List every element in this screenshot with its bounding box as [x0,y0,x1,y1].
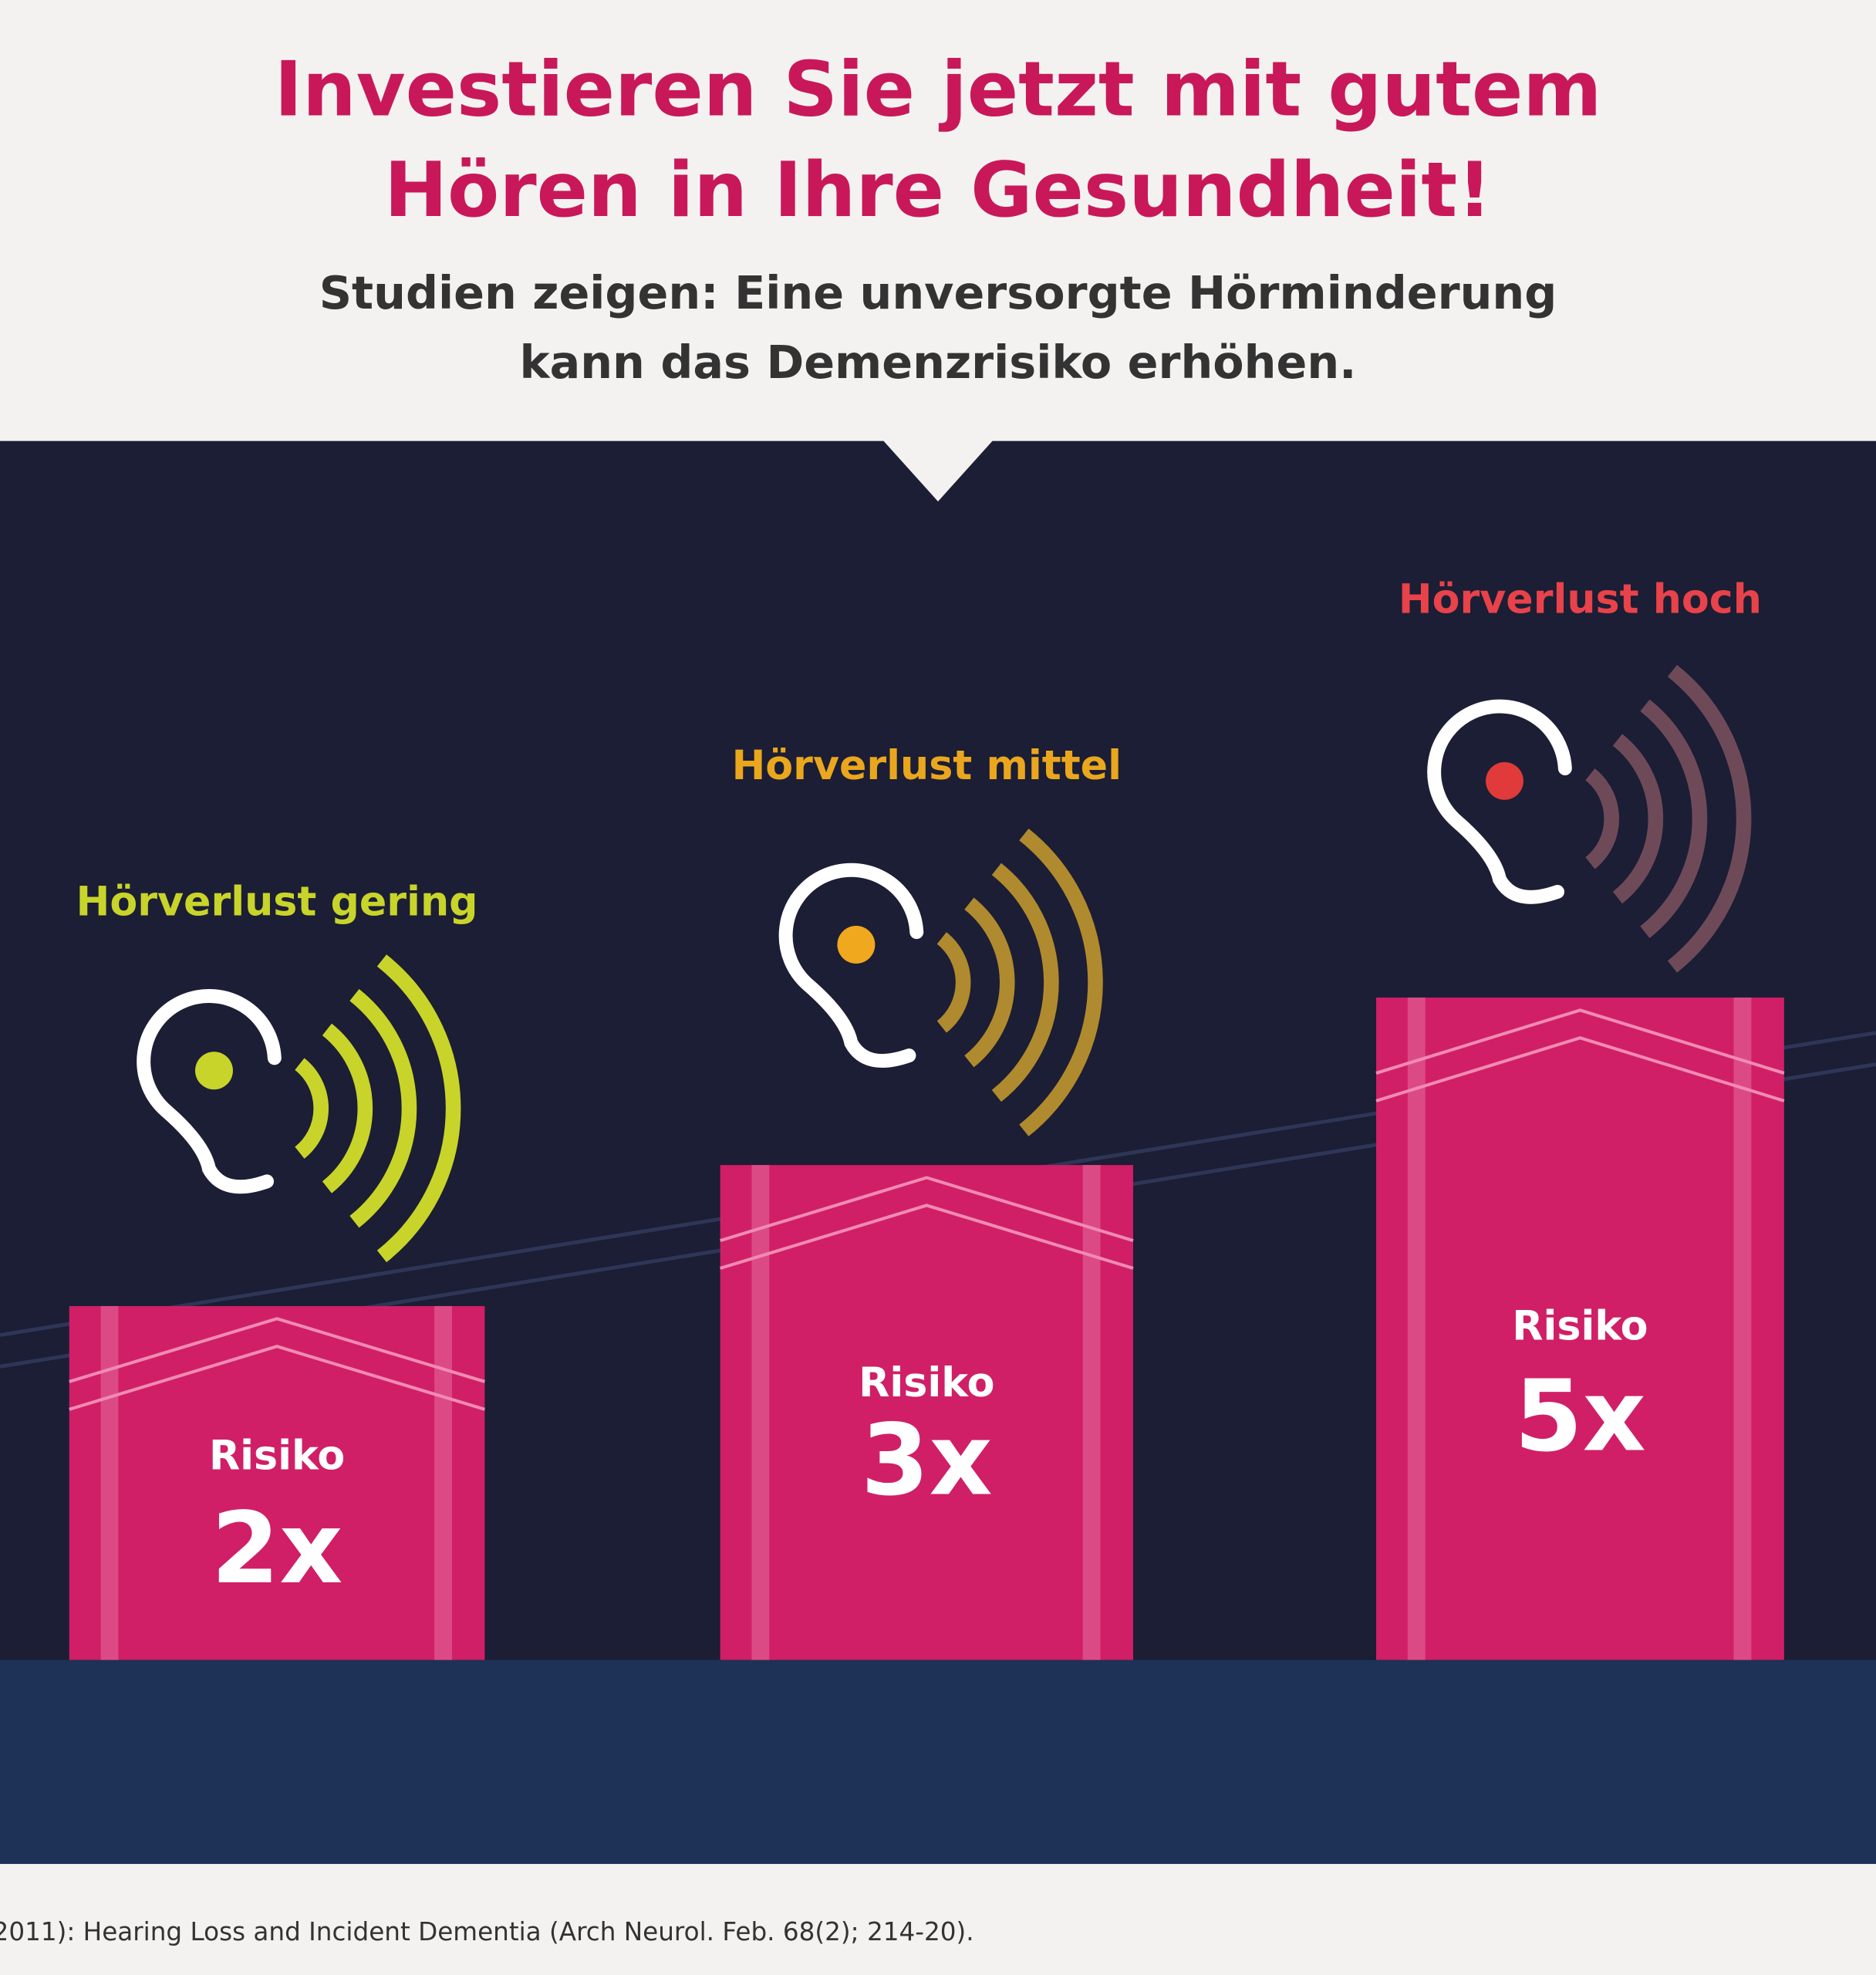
sound-wave [349,988,417,1228]
level-label: Hörverlust mittel [732,743,1122,789]
sound-wave [936,932,971,1033]
level-label: Hörverlust gering [76,879,478,925]
title-line: Hören in Ihre Gesundheit! [384,147,1492,235]
risk-value: 2x [211,1492,343,1606]
footnote: (2011): Hearing Loss and Incident Dement… [0,1917,974,1946]
chevron [720,1204,1134,1270]
sound-wave [1667,664,1752,973]
risk-label: Risiko [859,1360,994,1406]
risk-value: 5x [1514,1359,1646,1474]
chevron [1375,1036,1785,1102]
risk-bar [69,1305,485,1660]
sound-wave [1585,768,1619,869]
ear-dot [1486,761,1523,800]
sound-wave [1019,829,1103,1136]
chevron [720,1176,1134,1243]
ear-dot [837,926,876,964]
sound-wave [1612,734,1664,904]
sound-wave [295,1058,329,1159]
sound-wave [322,1023,373,1193]
sound-wave [1640,699,1708,938]
title-line: Investieren Sie jetzt mit gutem [275,46,1602,134]
risk-bar [1376,998,1784,1660]
bar-stripe [434,1305,452,1660]
bar-stripe [1733,998,1752,1660]
ear-dot [194,1052,233,1090]
subtitle-line: kann das Demenzrisiko erhöhen. [520,336,1357,389]
chevron [69,1317,485,1383]
sound-wave [376,954,461,1263]
chevron [69,1345,485,1411]
chevron [1375,1008,1785,1075]
risk-label: Risiko [209,1433,345,1479]
pointer [881,438,995,501]
sound-wave [991,863,1059,1102]
ear-icon [778,863,924,1068]
ear-icon [137,988,282,1194]
level-label: Hörverlust hoch [1399,577,1762,623]
risk-value: 3x [861,1404,993,1518]
sound-wave [964,897,1015,1068]
bar-stripe [1407,998,1426,1660]
ear-icon [1427,699,1572,904]
bar-stripe [100,1305,119,1660]
floor-band [0,1659,1876,1865]
bar-stripe [1082,1165,1101,1660]
risk-label: Risiko [1512,1303,1648,1349]
bar-stripe [751,1165,770,1660]
subtitle-line: Studien zeigen: Eine unversorgte Hörmind… [319,266,1557,319]
